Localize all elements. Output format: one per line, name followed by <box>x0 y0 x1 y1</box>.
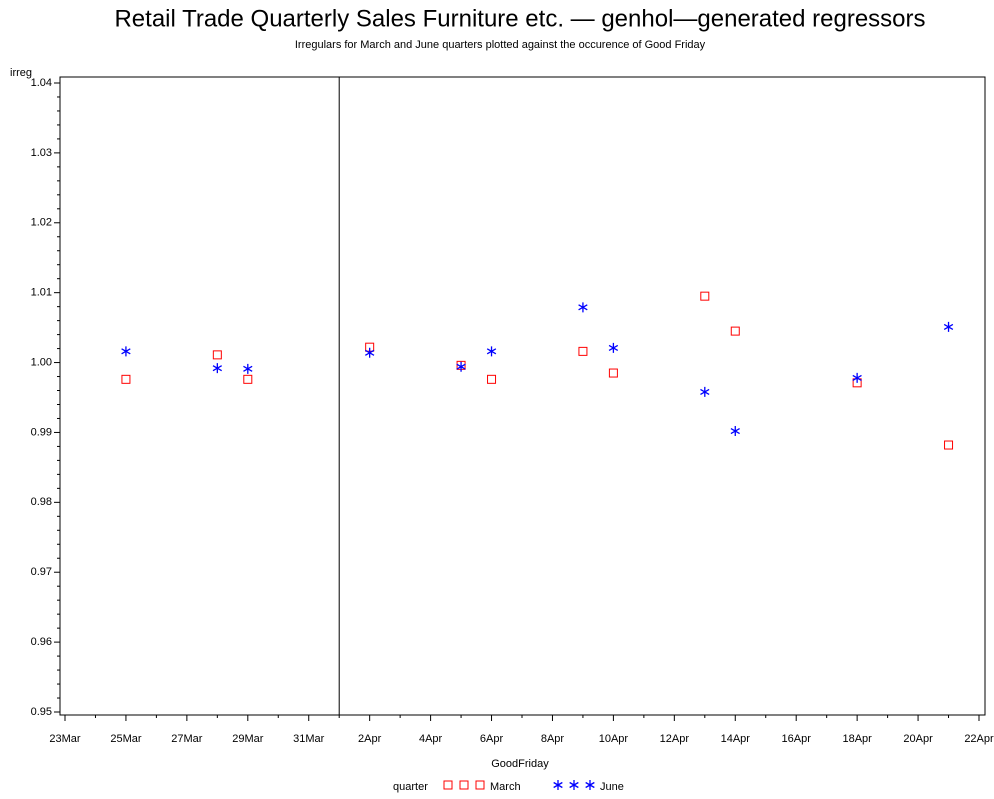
point <box>700 386 710 397</box>
point <box>730 326 740 336</box>
y-tick-label: 0.95 <box>31 706 52 718</box>
point <box>212 350 222 360</box>
x-tick-label: 4Apr <box>419 733 443 745</box>
x-tick-label: 8Apr <box>541 733 565 745</box>
point <box>486 346 497 357</box>
chart-title: Retail Trade Quarterly Sales Furniture e… <box>114 5 925 32</box>
legend-marker <box>569 780 579 790</box>
x-tick-label: 31Mar <box>293 733 325 745</box>
point <box>121 374 131 384</box>
x-tick-label: 23Mar <box>49 733 81 745</box>
x-tick-label: 14Apr <box>721 733 751 745</box>
x-tick-label: 12Apr <box>660 733 690 745</box>
point <box>608 342 619 353</box>
point <box>608 368 618 378</box>
point <box>943 321 954 332</box>
chart-subtitle: Irregulars for March and June quarters p… <box>295 39 706 51</box>
legend-marker <box>459 780 469 790</box>
x-tick-label: 25Mar <box>110 733 142 745</box>
legend-label: June <box>600 781 624 793</box>
y-tick-label: 0.96 <box>31 636 52 648</box>
point <box>243 363 253 374</box>
point <box>212 363 223 374</box>
point <box>364 347 375 358</box>
x-tick-label: 27Mar <box>171 733 203 745</box>
y-tick-label: 1.02 <box>31 217 52 229</box>
point <box>578 346 588 356</box>
x-axis-label: GoodFriday <box>491 758 549 770</box>
point <box>487 374 497 384</box>
legend-title: quarter <box>393 781 428 793</box>
plot-frame <box>59 76 986 716</box>
point <box>944 440 954 450</box>
x-tick-label: 20Apr <box>903 733 933 745</box>
x-tick-label: 22Apr <box>964 733 994 745</box>
point <box>852 372 862 383</box>
legend-marker <box>585 780 595 790</box>
legend-marker <box>475 780 485 790</box>
x-tick-label: 10Apr <box>599 733 629 745</box>
x-tick-label: 2Apr <box>358 733 382 745</box>
y-tick-label: 0.99 <box>31 426 52 438</box>
y-axis-label: irreg <box>10 67 32 79</box>
y-tick-label: 1.01 <box>31 287 52 299</box>
y-tick-label: 1.03 <box>31 147 52 159</box>
point <box>121 346 131 357</box>
point <box>578 302 588 313</box>
x-tick-label: 18Apr <box>842 733 872 745</box>
x-tick-label: 29Mar <box>232 733 264 745</box>
x-tick-label: 6Apr <box>480 733 504 745</box>
legend-label: March <box>490 781 521 793</box>
point <box>456 361 466 372</box>
y-tick-label: 0.97 <box>31 566 52 578</box>
point <box>700 291 710 301</box>
legend-marker <box>553 780 563 790</box>
y-tick-label: 1.04 <box>31 77 52 89</box>
y-tick-label: 0.98 <box>31 496 52 508</box>
legend-marker <box>443 780 453 790</box>
point <box>243 374 253 384</box>
point <box>730 426 740 437</box>
y-tick-label: 1.00 <box>31 356 52 368</box>
x-tick-label: 16Apr <box>782 733 812 745</box>
